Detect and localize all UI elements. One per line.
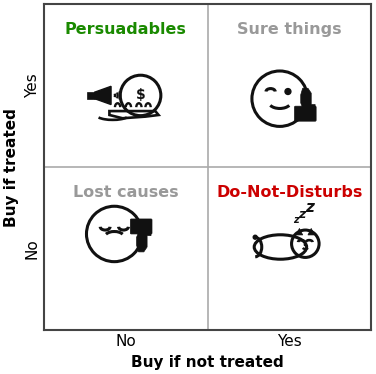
Text: Do-Not-Disturbs: Do-Not-Disturbs	[217, 185, 363, 200]
Text: z: z	[305, 200, 314, 215]
Text: $: $	[136, 88, 146, 102]
Polygon shape	[95, 86, 111, 105]
FancyBboxPatch shape	[130, 219, 152, 234]
Text: Lost causes: Lost causes	[73, 185, 179, 200]
Polygon shape	[301, 88, 315, 108]
Text: z: z	[293, 215, 299, 225]
Polygon shape	[296, 229, 303, 235]
Text: Persuadables: Persuadables	[65, 22, 187, 37]
Polygon shape	[308, 229, 314, 235]
Polygon shape	[136, 232, 151, 252]
X-axis label: Buy if not treated: Buy if not treated	[131, 355, 284, 370]
Circle shape	[304, 244, 306, 246]
Circle shape	[253, 235, 257, 239]
Text: z: z	[299, 208, 306, 221]
Circle shape	[285, 89, 291, 95]
FancyBboxPatch shape	[294, 106, 316, 121]
Y-axis label: Buy if treated: Buy if treated	[4, 108, 19, 227]
FancyBboxPatch shape	[88, 92, 95, 99]
Text: Sure things: Sure things	[237, 22, 342, 37]
